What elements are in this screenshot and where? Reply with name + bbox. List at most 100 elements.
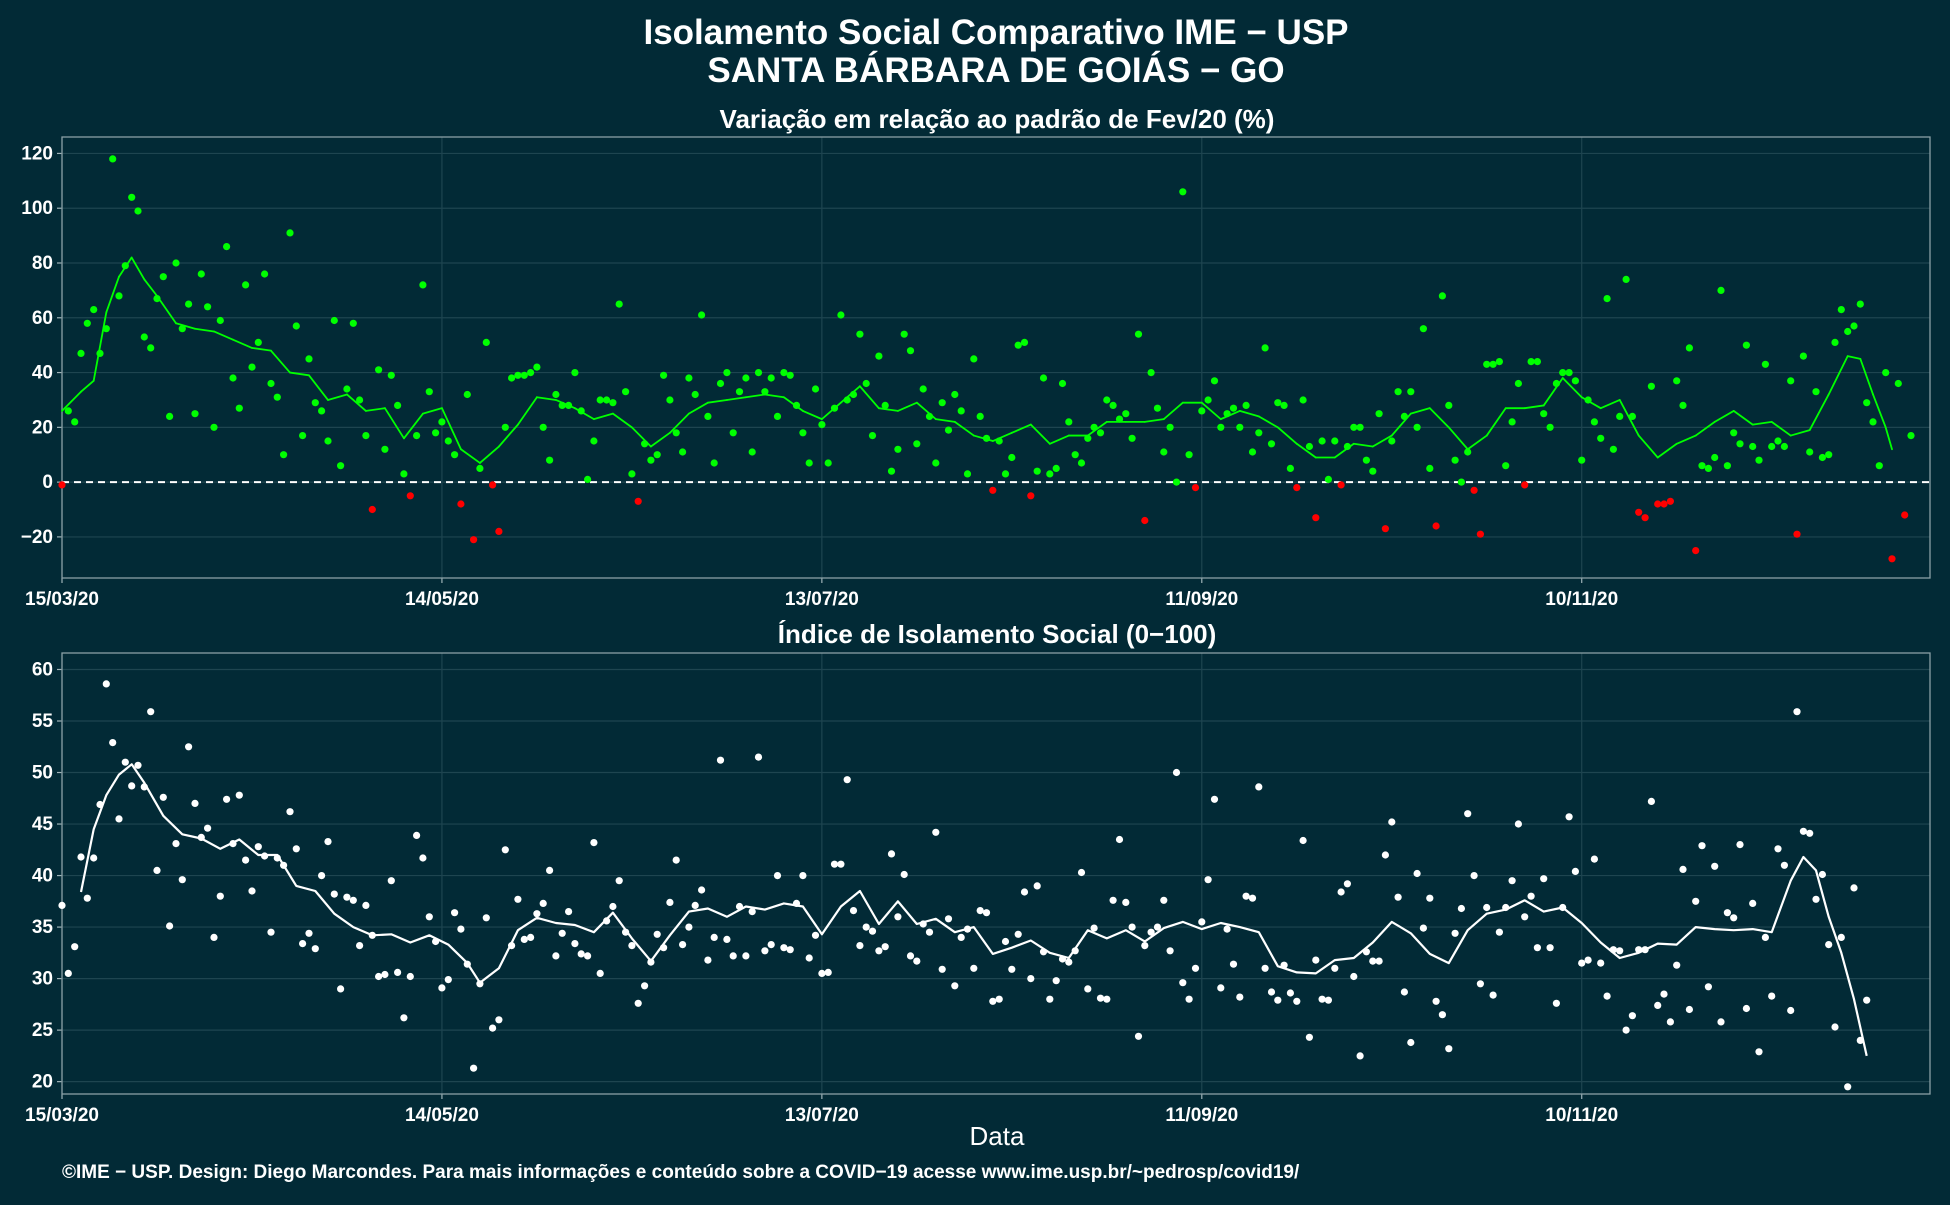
data-point (349, 319, 357, 327)
data-point (1109, 401, 1117, 409)
data-point (951, 390, 959, 399)
data-point (1660, 990, 1668, 998)
data-point (501, 846, 509, 854)
data-point (343, 893, 351, 901)
data-point (1552, 999, 1560, 1007)
data-point (1666, 1018, 1674, 1026)
data-point (1179, 188, 1187, 196)
data-point (159, 793, 167, 801)
data-point (128, 782, 136, 790)
data-point (159, 273, 167, 281)
x-tick-label: 13/07/20 (785, 1105, 859, 1126)
data-point (299, 432, 307, 440)
data-point (742, 952, 750, 960)
data-point (552, 952, 560, 960)
data-point (925, 928, 934, 936)
moving-average-segment (213, 330, 234, 341)
plot-border (61, 136, 1931, 579)
data-point (254, 843, 262, 851)
data-point (1774, 845, 1782, 853)
x-tick-label: 10/11/20 (1545, 1105, 1618, 1126)
data-point (1204, 396, 1212, 404)
data-point (1552, 379, 1560, 388)
data-point (210, 423, 218, 431)
data-point (1039, 948, 1048, 956)
data-point (1394, 893, 1402, 901)
data-point (1141, 942, 1149, 950)
data-point (1616, 412, 1624, 420)
y-tick-label: 100 (21, 198, 53, 219)
data-point (381, 445, 389, 453)
data-point (520, 935, 528, 944)
moving-average-segment (896, 401, 918, 412)
data-point (830, 860, 839, 868)
data-point (1217, 423, 1225, 431)
data-point (191, 799, 199, 808)
data-point (1470, 872, 1478, 880)
data-point (121, 758, 129, 766)
data-point (1185, 995, 1193, 1003)
data-point (1755, 456, 1763, 464)
data-point (1546, 423, 1554, 431)
data-point (710, 933, 718, 942)
moving-average-segment (308, 374, 329, 401)
data-point (1166, 423, 1174, 431)
data-point (1451, 929, 1459, 937)
data-point (318, 872, 326, 880)
data-point (58, 481, 66, 489)
data-point (906, 952, 915, 960)
data-point (527, 369, 535, 377)
moving-average-segment (1428, 407, 1450, 429)
data-point (1286, 464, 1294, 472)
data-point (1622, 1026, 1630, 1034)
data-point (438, 984, 446, 992)
data-point (77, 853, 85, 861)
data-point (1698, 842, 1706, 850)
data-point (1685, 344, 1693, 352)
data-point (913, 957, 921, 965)
data-point (1742, 341, 1750, 349)
data-point (824, 459, 832, 467)
data-point (792, 401, 801, 409)
data-point (970, 355, 978, 363)
data-point (1065, 418, 1073, 426)
data-point (1084, 434, 1092, 442)
data-point (1495, 358, 1503, 366)
data-point (716, 756, 725, 764)
data-point (305, 929, 313, 937)
data-point (723, 369, 731, 377)
data-point (887, 850, 896, 858)
data-point (1673, 961, 1681, 969)
x-tick-label: 11/09/20 (1165, 589, 1238, 610)
data-point (254, 338, 262, 346)
data-point (178, 325, 186, 333)
data-point (451, 451, 459, 459)
data-point (1590, 855, 1598, 863)
data-point (1641, 946, 1649, 954)
data-point (210, 933, 218, 942)
moving-average-segment (612, 412, 633, 429)
moving-average-segment (1789, 429, 1811, 437)
data-point (843, 396, 851, 404)
data-point (1679, 401, 1687, 409)
data-point (1223, 925, 1231, 933)
data-point (1204, 876, 1212, 884)
data-point (1103, 396, 1111, 404)
data-point (615, 877, 623, 885)
data-point (710, 459, 718, 467)
data-point (995, 995, 1003, 1003)
data-point (1692, 897, 1700, 905)
data-point (1546, 944, 1554, 952)
data-point (1343, 880, 1351, 888)
data-point (906, 347, 915, 355)
data-point (653, 930, 661, 938)
moving-average-segment (1029, 423, 1051, 445)
data-point (242, 856, 250, 864)
data-point (1438, 1011, 1446, 1019)
data-point (1774, 437, 1782, 445)
data-point (1400, 412, 1408, 420)
data-point (1096, 429, 1105, 437)
data-point (546, 866, 554, 875)
data-point (1128, 434, 1136, 442)
data-point (1590, 418, 1598, 426)
